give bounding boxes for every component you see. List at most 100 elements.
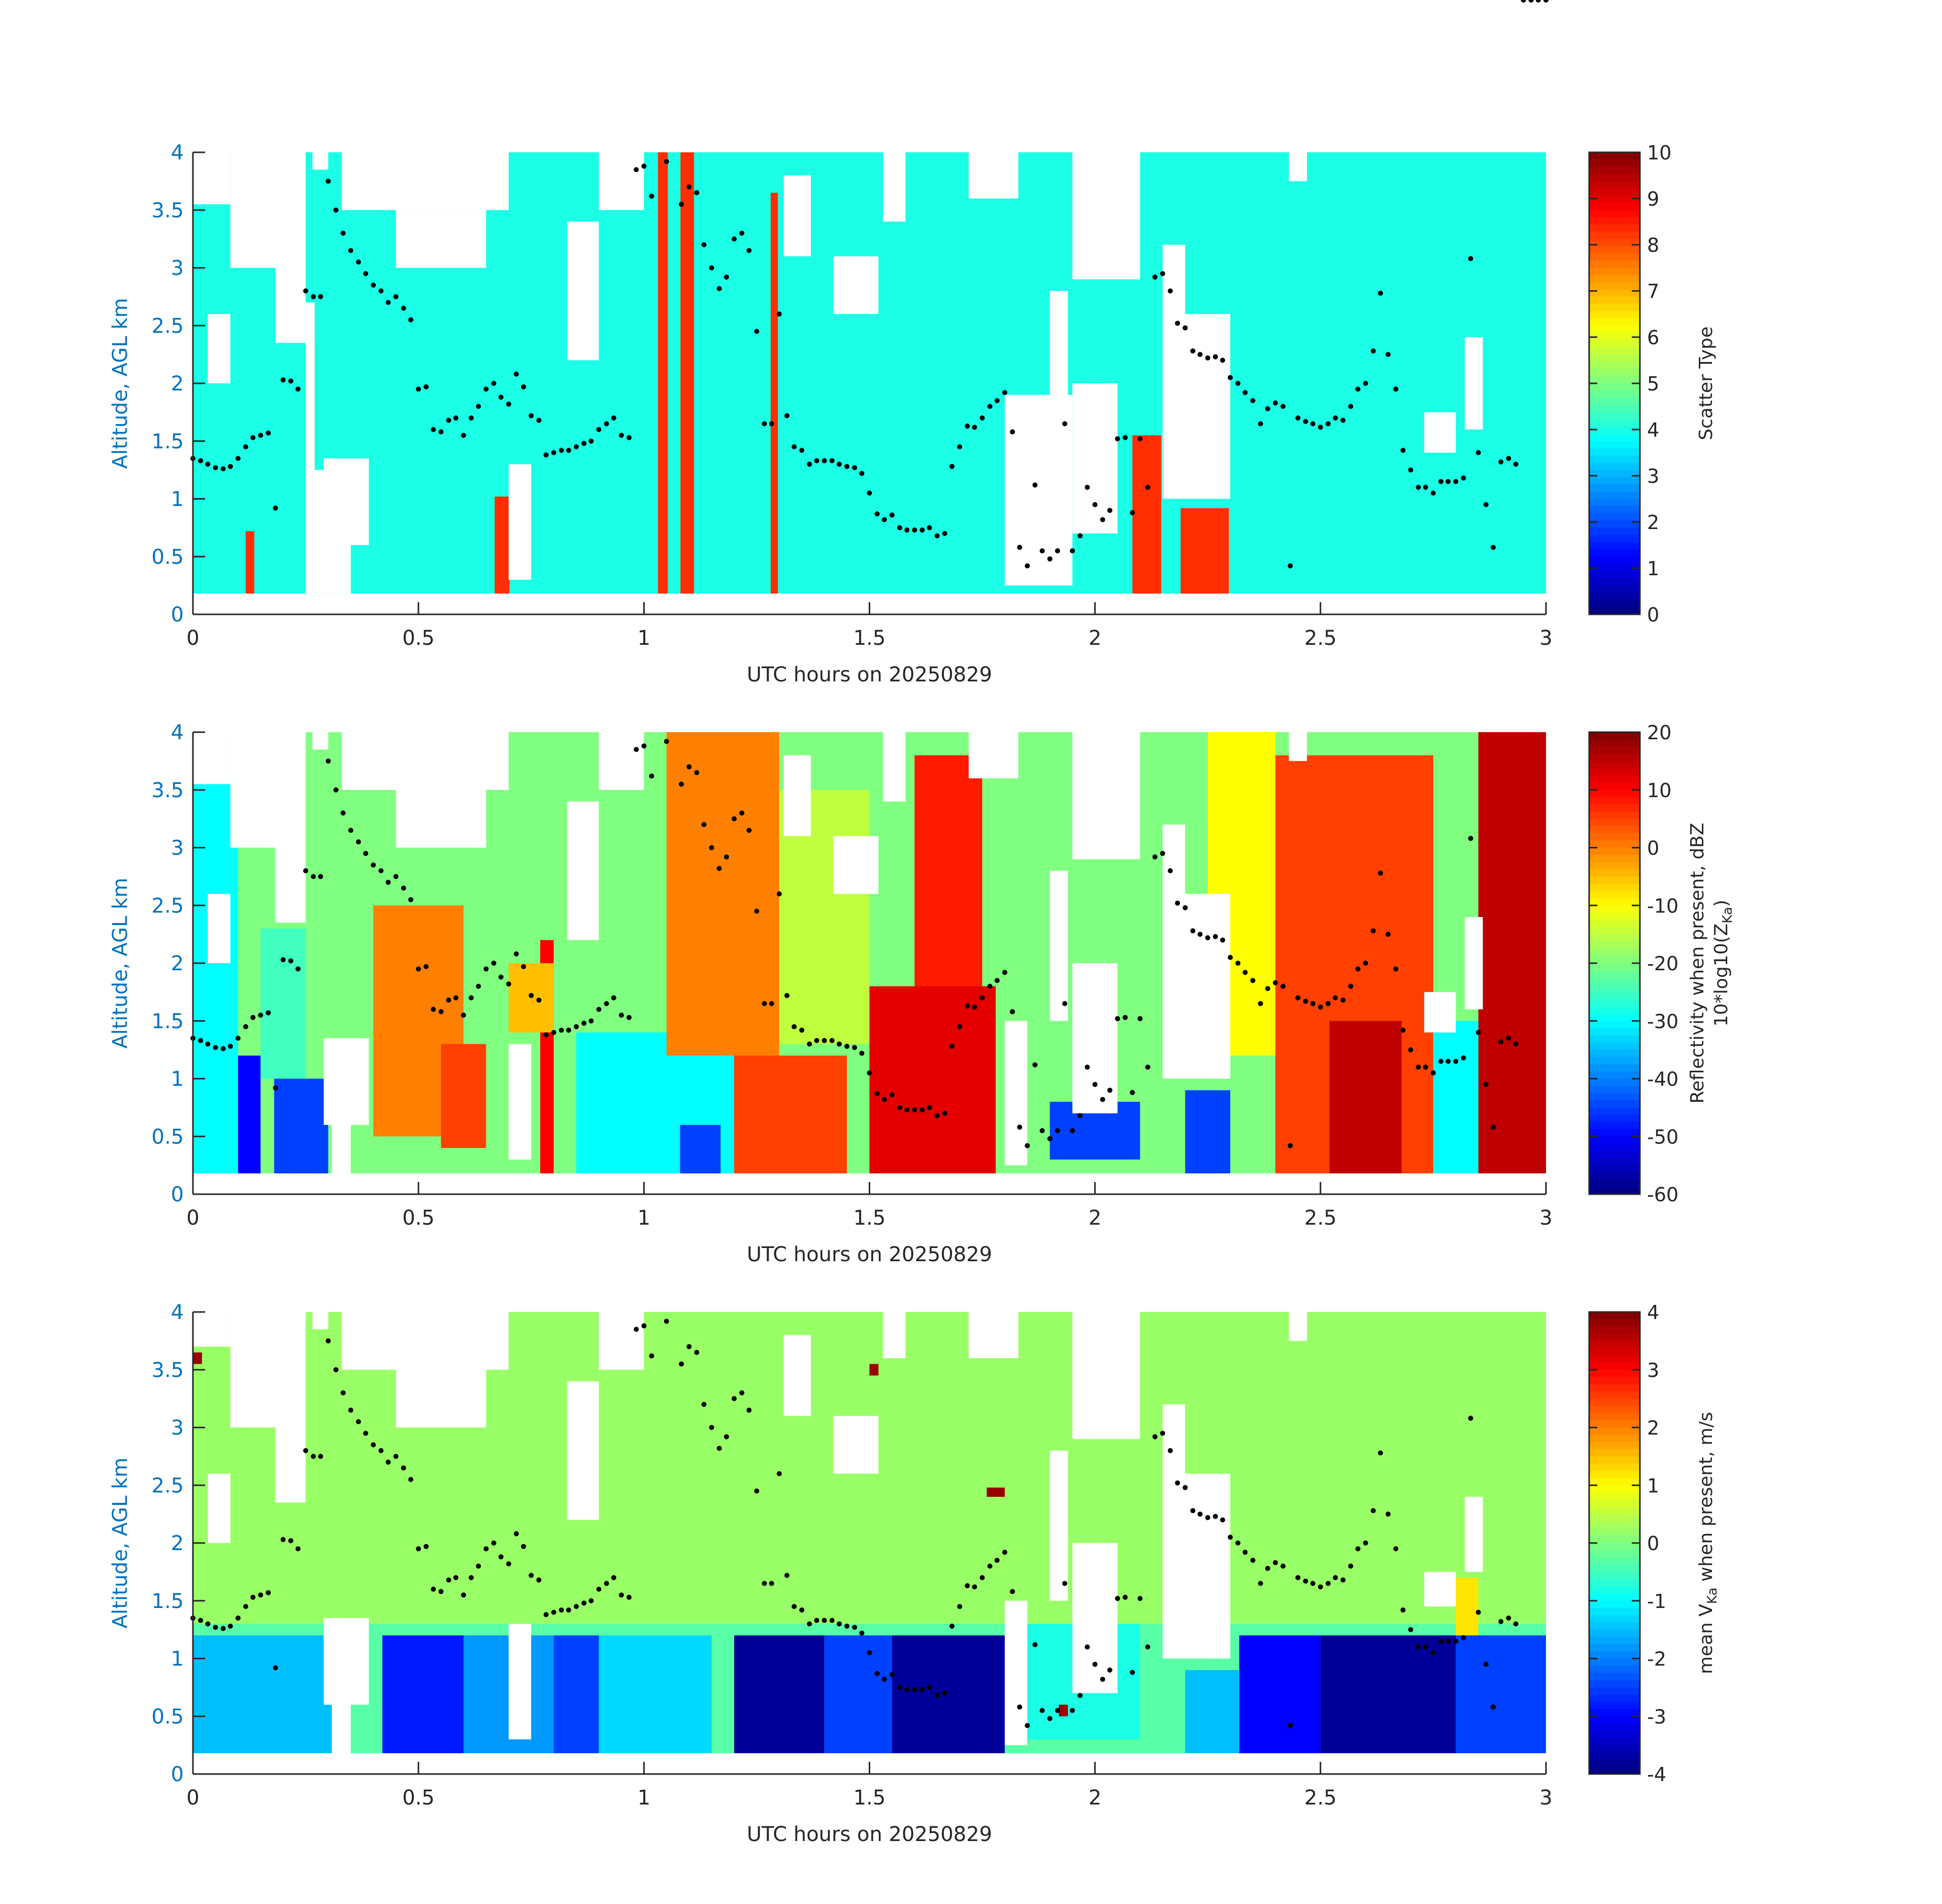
overlay-point <box>979 995 985 1001</box>
data-gap <box>783 1335 811 1416</box>
data-gap <box>1072 1312 1140 1439</box>
overlay-point <box>1123 435 1128 440</box>
overlay-point <box>1190 928 1196 934</box>
overlay-point <box>679 1361 684 1367</box>
data-gap <box>883 1312 906 1358</box>
colorbar-segment <box>1589 970 1640 978</box>
overlay-point <box>1168 868 1173 873</box>
colorbar-segment <box>1589 811 1640 819</box>
data-gap <box>1072 152 1140 280</box>
overlay-point <box>957 444 963 450</box>
colorbar-segment <box>1589 1716 1640 1724</box>
overlay-point <box>408 897 414 902</box>
overlay-point <box>529 413 534 418</box>
overlay-point <box>1017 1125 1023 1130</box>
overlay-point <box>483 386 489 392</box>
overlay-point <box>446 417 451 423</box>
overlay-point <box>664 159 669 165</box>
overlay-point <box>325 1338 331 1343</box>
y-tick-label: 3 <box>171 1417 184 1440</box>
heatmap-cell <box>869 986 996 1174</box>
overlay-point <box>461 1012 466 1018</box>
overlay-point <box>1145 1064 1150 1070</box>
overlay-point <box>694 1350 700 1355</box>
heatmap-cell <box>657 152 668 594</box>
overlay-point <box>1461 475 1466 481</box>
overlay-point <box>446 1577 451 1583</box>
heatmap-cell <box>382 1635 464 1754</box>
colorbar-segment <box>1589 585 1640 594</box>
overlay-point <box>498 395 504 400</box>
colorbar-segment <box>1589 311 1640 319</box>
y-tick-label: 3.5 <box>151 779 184 802</box>
overlay-point <box>566 447 571 453</box>
overlay-point <box>664 1319 669 1324</box>
overlay-point <box>213 1045 218 1051</box>
colorbar-segment <box>1589 1694 1640 1702</box>
overlay-point <box>874 511 880 517</box>
overlay-point <box>1513 462 1519 467</box>
overlay-point <box>1084 484 1090 490</box>
colorbar-segment <box>1589 1333 1640 1341</box>
colorbar-segment <box>1589 181 1640 189</box>
overlay-point <box>1265 1566 1270 1571</box>
overlay-point <box>912 1107 917 1112</box>
overlay-point <box>1273 400 1278 406</box>
overlay-point <box>641 743 647 749</box>
panel-mean-velocity: 0 0.5 1 1.5 2 2.5 3 0 0.5 1 1.5 2 2.5 3 3.5 4 UTC hours… <box>109 0 1720 1846</box>
colorbar-segment <box>1589 1737 1640 1746</box>
heatmap-cell <box>1132 435 1162 594</box>
overlay-point <box>371 862 376 868</box>
data-gap <box>332 1125 351 1174</box>
x-tick-label: 0.5 <box>402 627 435 650</box>
overlay-point <box>1152 1434 1158 1439</box>
colorbar-tick-label: 5 <box>1647 373 1659 395</box>
heatmap-cell <box>1456 1635 1546 1754</box>
overlay-point <box>513 951 519 957</box>
data-gap <box>1072 732 1140 860</box>
overlay-point <box>1137 436 1143 442</box>
colorbar-segment <box>1589 761 1640 769</box>
colorbar-segment <box>1589 1615 1640 1623</box>
overlay-point <box>348 828 353 833</box>
colorbar-segment <box>1589 1535 1640 1544</box>
colorbar-segment <box>1589 876 1640 884</box>
overlay-point <box>716 866 722 871</box>
overlay-point <box>235 1035 241 1041</box>
colorbar-segment <box>1589 797 1640 805</box>
colorbar-segment <box>1589 804 1640 812</box>
overlay-point <box>431 1587 436 1592</box>
data-gap <box>323 458 369 545</box>
overlay-point <box>438 429 444 435</box>
colorbar-label-suffix: ) <box>1711 900 1732 907</box>
overlay-point <box>243 444 248 450</box>
heatmap-cell <box>599 1635 712 1754</box>
overlay-point <box>709 265 714 271</box>
overlay-point <box>574 444 579 450</box>
overlay-point <box>1197 352 1203 357</box>
overlay-point <box>588 438 594 444</box>
overlay-point <box>280 957 286 963</box>
overlay-point <box>325 758 331 764</box>
colorbar-segment <box>1589 376 1640 384</box>
overlay-point <box>746 828 752 833</box>
x-tick-label: 2.5 <box>1304 627 1337 650</box>
colorbar-tick-label: 1 <box>1647 1474 1659 1497</box>
heatmap-cell <box>553 1635 599 1754</box>
overlay-point <box>1258 421 1263 426</box>
overlay-point <box>588 1018 594 1024</box>
data-gap <box>1289 152 1307 181</box>
overlay-point <box>543 1612 549 1618</box>
overlay-point <box>536 1577 542 1583</box>
overlay-point <box>1475 450 1481 455</box>
colorbar-segment <box>1589 1049 1640 1058</box>
overlay-point <box>649 773 654 779</box>
overlay-point <box>588 1598 594 1603</box>
overlay-point <box>1318 1584 1323 1590</box>
heatmap-cell <box>1478 732 1546 1174</box>
overlay-point <box>1070 548 1075 553</box>
y-tick-label: 1.5 <box>151 430 184 453</box>
overlay-point <box>618 1012 624 1018</box>
overlay-point <box>1175 900 1180 906</box>
overlay-point <box>701 822 707 827</box>
